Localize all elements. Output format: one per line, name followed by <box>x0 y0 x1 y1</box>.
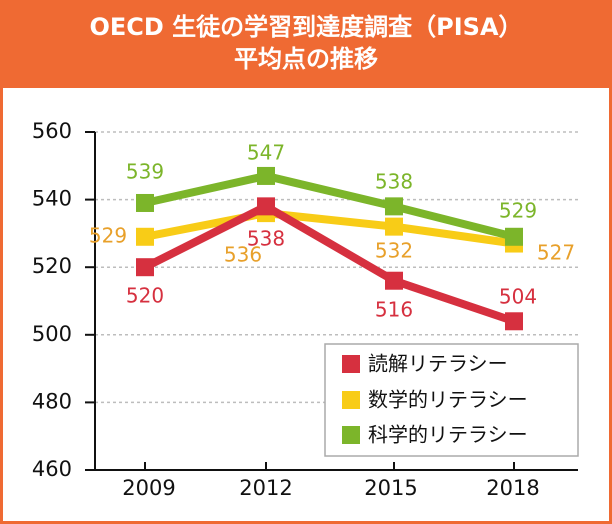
data-point <box>505 312 523 331</box>
data-point <box>385 217 403 236</box>
data-point <box>385 197 403 216</box>
series-0 <box>136 197 523 331</box>
title-line-1: OECD 生徒の学習到達度調査（PISA） <box>89 13 523 41</box>
data-point <box>257 166 275 185</box>
x-tick-label: 2009 <box>122 476 175 500</box>
data-point <box>136 193 154 212</box>
data-label: 536 <box>224 243 262 267</box>
data-point <box>257 197 275 216</box>
series-line <box>144 209 515 248</box>
legend-label: 科学的リテラシー <box>368 423 528 447</box>
data-label: 527 <box>537 241 575 265</box>
data-point <box>505 227 523 246</box>
data-label: 504 <box>499 285 537 309</box>
chart-title: OECD 生徒の学習到達度調査（PISA） 平均点の推移 <box>3 3 609 88</box>
legend: 読解リテラシー 数学的リテラシー 科学的リテラシー <box>324 343 579 457</box>
data-label: 547 <box>247 141 285 165</box>
legend-swatch <box>342 391 360 409</box>
legend-label: 数学的リテラシー <box>368 388 528 412</box>
x-tick-label: 2018 <box>486 476 539 500</box>
data-label: 529 <box>499 199 537 223</box>
y-tick-labels: 560 540 520 500 480 460 <box>32 119 72 481</box>
y-tick-label: 560 <box>32 119 72 143</box>
legend-swatch <box>342 355 360 373</box>
series-line <box>144 171 515 241</box>
data-point <box>385 271 403 290</box>
data-point <box>136 227 154 246</box>
data-label: 520 <box>126 284 164 308</box>
y-tick-label: 480 <box>32 389 72 413</box>
legend-box <box>324 343 579 457</box>
data-label: 538 <box>247 227 285 251</box>
data-point <box>136 258 154 277</box>
series-line <box>143 202 516 326</box>
data-label: 538 <box>375 170 413 194</box>
data-labels: 520 538 516 504 529 536 532 527 539 547 … <box>89 141 575 322</box>
legend-label: 読解リテラシー <box>368 352 508 376</box>
x-tick-labels: 2009 2012 2015 2018 <box>122 476 539 500</box>
series-2 <box>136 166 523 246</box>
series-layer <box>136 166 523 331</box>
x-tick-label: 2012 <box>239 476 292 500</box>
data-label: 529 <box>89 224 127 248</box>
y-tick-label: 460 <box>32 457 72 481</box>
data-label: 516 <box>375 298 413 322</box>
data-label: 532 <box>375 239 413 263</box>
y-tick-label: 540 <box>32 187 72 211</box>
data-label: 539 <box>126 160 164 184</box>
axes <box>94 132 578 471</box>
legend-swatch <box>342 426 360 444</box>
y-tick-label: 520 <box>32 254 72 278</box>
y-tick-label: 500 <box>32 322 72 346</box>
title-line-2: 平均点の推移 <box>234 45 378 73</box>
x-tick-label: 2015 <box>364 476 417 500</box>
